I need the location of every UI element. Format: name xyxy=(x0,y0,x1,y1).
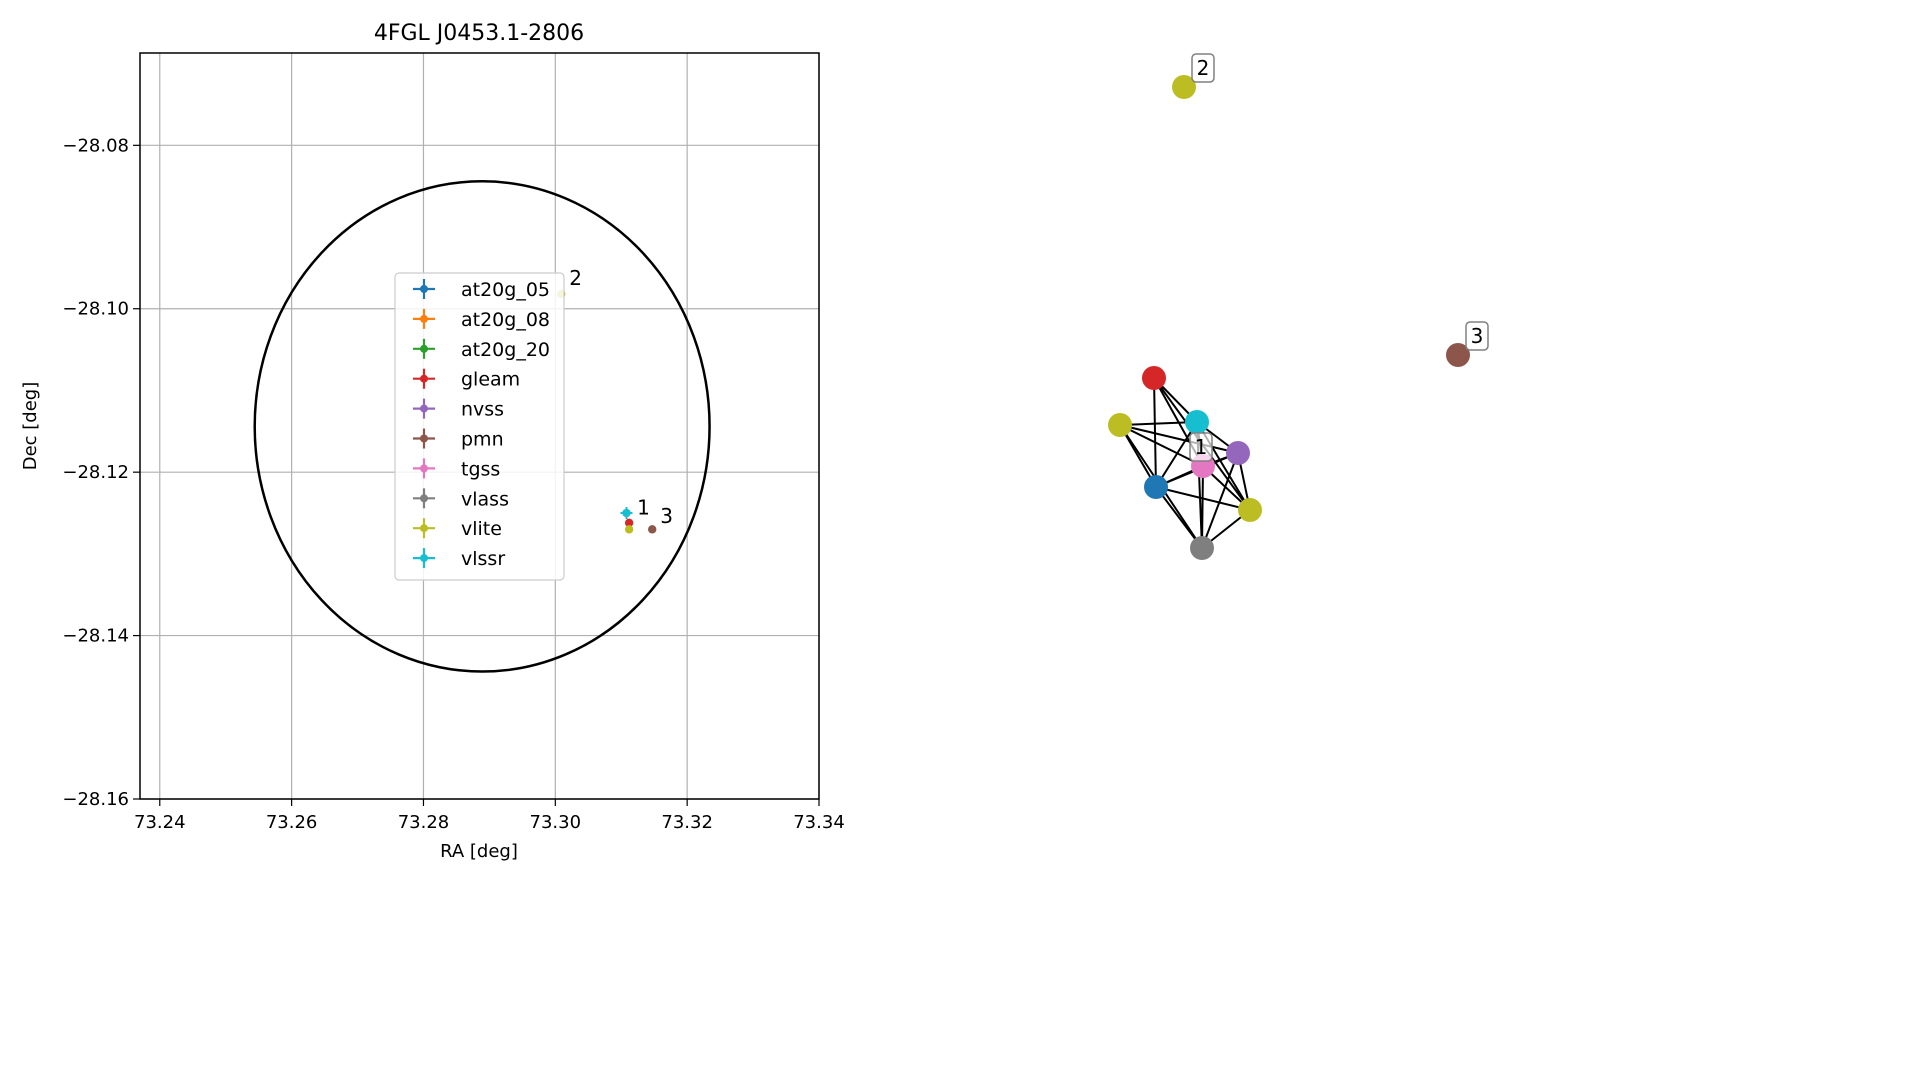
x-tick-label: 73.28 xyxy=(398,812,450,833)
y-tick-label: −28.14 xyxy=(62,626,129,647)
point-pmn xyxy=(648,525,657,534)
network-label-box xyxy=(1191,53,1215,83)
network-edge xyxy=(1119,421,1198,426)
network-node-pmn xyxy=(1446,343,1470,367)
legend-label-at20g_08: at20g_08 xyxy=(461,309,550,331)
network-edge xyxy=(1155,486,1203,549)
legend-label-vlite: vlite xyxy=(461,518,502,540)
network-label: 2 xyxy=(1191,53,1215,83)
network-labels: 1 2 3 xyxy=(1189,53,1489,462)
network-node-vlite-b xyxy=(1238,498,1262,522)
network-node-vlite-a xyxy=(1108,413,1132,437)
network-edge xyxy=(1119,424,1239,454)
legend-label-vlass: vlass xyxy=(461,488,509,510)
legend-label-pmn: pmn xyxy=(461,429,504,451)
network-node-nvss xyxy=(1226,441,1250,465)
legend-dot-vlass xyxy=(420,494,428,503)
legend-dot-nvss xyxy=(420,404,428,413)
x-tick-label: 73.24 xyxy=(134,812,186,833)
localization-ellipse xyxy=(253,180,711,673)
network-node-vlite-2 xyxy=(1172,75,1196,99)
point-vlite xyxy=(624,525,634,534)
legend-label-gleam: gleam xyxy=(461,369,520,391)
point-annotations: 1 2 3 xyxy=(569,266,673,528)
network-node-gleam xyxy=(1142,366,1166,390)
network-node-at20g xyxy=(1144,475,1168,499)
y-axis-label: Dec [deg] xyxy=(20,382,41,471)
network-node-vlssr xyxy=(1185,410,1209,434)
network-label-box xyxy=(1189,432,1213,462)
legend-label-nvss: nvss xyxy=(461,399,504,421)
legend-dot-pmn xyxy=(420,434,428,443)
y-tick-label: −28.10 xyxy=(62,299,129,320)
legend-dot-tgss xyxy=(420,464,428,473)
legend-label-at20g_05: at20g_05 xyxy=(461,279,550,301)
network-label-text: 3 xyxy=(1471,324,1484,348)
network-label-text: 1 xyxy=(1195,435,1208,459)
legend-dot-vlite xyxy=(420,524,428,533)
x-axis-label: RA [deg] xyxy=(440,841,518,862)
point-annotation: 1 xyxy=(637,496,650,520)
network-label-box xyxy=(1465,321,1489,351)
network-label: 1 xyxy=(1189,432,1213,462)
axes-frame xyxy=(139,52,820,800)
network-edge xyxy=(1119,424,1204,467)
legend-dot-at20g_05 xyxy=(420,285,428,293)
y-tick-label: −28.12 xyxy=(62,462,129,483)
network-label-text: 2 xyxy=(1197,56,1210,80)
x-tick-label: 73.34 xyxy=(793,812,845,833)
network-edge xyxy=(1155,486,1251,511)
x-tick-label: 73.32 xyxy=(661,812,713,833)
x-tick-label: 73.26 xyxy=(266,812,318,833)
chart-title: 4FGL J0453.1-2806 xyxy=(374,21,584,46)
point-annotation: 3 xyxy=(660,504,673,528)
network-node-vlass xyxy=(1190,536,1214,560)
legend-box xyxy=(394,272,565,581)
legend-dot-at20g_08 xyxy=(420,314,428,323)
legend-dot-gleam xyxy=(420,374,428,383)
network-nodes xyxy=(1108,75,1470,560)
y-tick-label: −28.16 xyxy=(62,789,129,810)
point-annotation: 2 xyxy=(569,266,582,290)
network-label: 3 xyxy=(1465,321,1489,351)
legend-dot-at20g_20 xyxy=(420,344,428,353)
network-edges xyxy=(1119,377,1251,549)
network-edge xyxy=(1201,465,1204,549)
legend-label-vlssr: vlssr xyxy=(461,548,505,570)
legend-dot-vlssr xyxy=(420,554,428,563)
point-gleam xyxy=(624,518,634,528)
confidence-ellipse xyxy=(253,180,711,673)
x-tick-label: 73.30 xyxy=(530,812,582,833)
y-tick-label: −28.08 xyxy=(62,135,129,156)
network-edge xyxy=(1201,452,1239,549)
x-axis-ticks: 73.24 73.26 73.28 73.30 73.32 73.34 xyxy=(134,799,845,833)
network-edge xyxy=(1155,421,1198,488)
y-axis-ticks: −28.08 −28.10 −28.12 −28.14 −28.16 xyxy=(62,135,140,810)
legend-label-tgss: tgss xyxy=(461,458,500,480)
legend-label-at20g_20: at20g_20 xyxy=(461,339,550,361)
